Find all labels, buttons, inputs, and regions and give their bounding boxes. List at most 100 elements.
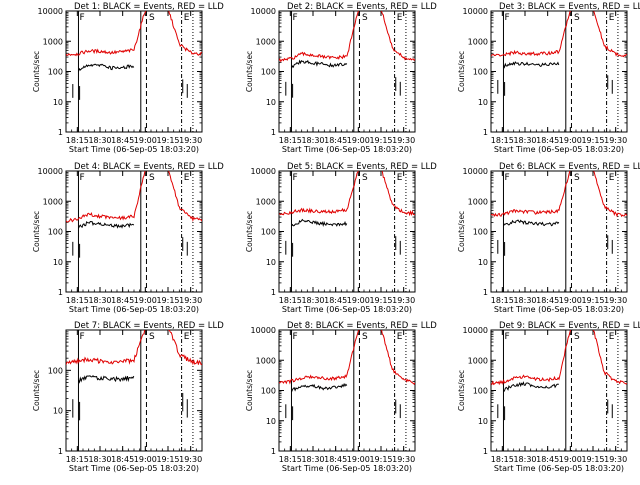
x-tick-label: 19:15 [369, 455, 392, 464]
panel-title: Det 3: BLACK = Events, RED = LLD [499, 2, 640, 12]
y-axis-label: Counts/sec [457, 51, 466, 92]
x-axis-label: Start Time (06-Sep-05 18:03:20) [282, 464, 412, 473]
y-tick-label: 1000 [256, 37, 276, 46]
x-tick-label: 18:15 [66, 296, 89, 305]
events-series-line [503, 381, 559, 392]
detector-panel-8: Det 8: BLACK = Events, RED = LLD 1 10 100 10… [245, 321, 437, 473]
x-tick-label: 18:15 [66, 136, 89, 145]
events-series-line [503, 219, 560, 227]
y-tick-label: 100 [473, 228, 488, 237]
events-series-line [291, 382, 348, 393]
marker-s: S [574, 13, 580, 23]
x-axis-label: Start Time (06-Sep-05 18:03:20) [282, 305, 412, 314]
marker-f: F [79, 13, 84, 23]
x-tick-label: 18:30 [88, 455, 111, 464]
marker-s: S [149, 173, 155, 183]
y-tick-label: 1000 [468, 37, 488, 46]
marker-e: E [609, 173, 615, 183]
y-tick-label: 1000 [468, 197, 488, 206]
y-tick-label: 10 [53, 407, 63, 416]
events-series-line [78, 63, 135, 72]
x-tick-label: 19:15 [156, 296, 179, 305]
marker-s: S [149, 13, 155, 23]
y-tick-label: 100 [473, 387, 488, 396]
x-axis-label: Start Time (06-Sep-05 18:03:20) [494, 145, 624, 154]
marker-s: S [149, 332, 155, 342]
lld-series-line [279, 11, 415, 63]
lld-series-line [66, 171, 202, 223]
lld-series-line [66, 330, 202, 366]
x-tick-label: 18:15 [491, 455, 514, 464]
x-tick-label: 18:30 [301, 136, 324, 145]
x-tick-label: 18:45 [536, 136, 559, 145]
y-tick-label: 10000 [251, 167, 276, 176]
y-tick-label: 100 [48, 68, 63, 77]
x-tick-label: 19:15 [581, 296, 604, 305]
detector-panel-4: Det 4: BLACK = Events, RED = LLD 1 10 100 10… [32, 162, 224, 314]
detector-panel-2: Det 2: BLACK = Events, RED = LLD 1 10 100 10… [245, 2, 437, 154]
marker-e: E [397, 173, 403, 183]
events-series-line [291, 218, 348, 228]
y-tick-label: 10000 [251, 326, 276, 335]
x-tick-label: 18:15 [66, 455, 89, 464]
x-tick-label: 19:30 [604, 136, 627, 145]
y-tick-label: 10000 [251, 7, 276, 16]
marker-e: E [184, 13, 190, 23]
x-tick-label: 18:15 [279, 296, 302, 305]
lld-series-line [491, 11, 627, 58]
x-tick-label: 19:15 [156, 136, 179, 145]
y-tick-label: 10 [478, 417, 488, 426]
x-tick-label: 18:45 [111, 296, 134, 305]
x-tick-label: 18:45 [111, 455, 134, 464]
y-tick-label: 1000 [43, 197, 63, 206]
detector-panel-9: Det 9: BLACK = Events, RED = LLD 1 10 100 10… [457, 321, 640, 473]
events-series-line [291, 59, 348, 69]
y-tick-label: 1 [58, 128, 63, 137]
x-tick-label: 19:00 [347, 296, 370, 305]
x-tick-label: 19:30 [392, 296, 415, 305]
x-tick-label: 18:45 [111, 136, 134, 145]
y-tick-label: 100 [473, 68, 488, 77]
marker-f: F [292, 173, 297, 183]
marker-s: S [362, 332, 368, 342]
panel-title: Det 4: BLACK = Events, RED = LLD [74, 162, 224, 172]
marker-f: F [79, 332, 84, 342]
detector-panel-5: Det 5: BLACK = Events, RED = LLD 1 10 100 10… [245, 162, 437, 314]
x-tick-label: 18:45 [324, 455, 347, 464]
x-tick-label: 18:30 [88, 296, 111, 305]
marker-s: S [362, 13, 368, 23]
y-tick-label: 10000 [38, 167, 63, 176]
x-tick-label: 19:30 [392, 455, 415, 464]
x-axis-label: Start Time (06-Sep-05 18:03:20) [69, 145, 199, 154]
y-tick-label: 10 [53, 98, 63, 107]
marker-s: S [574, 173, 580, 183]
x-tick-label: 19:00 [134, 455, 157, 464]
marker-s: S [574, 332, 580, 342]
events-series-line [503, 61, 560, 69]
lld-series-line [279, 330, 415, 385]
panel-title: Det 1: BLACK = Events, RED = LLD [74, 2, 224, 12]
y-tick-label: 10 [478, 98, 488, 107]
y-tick-label: 1 [271, 447, 276, 456]
x-tick-label: 18:15 [279, 136, 302, 145]
y-tick-label: 1000 [468, 356, 488, 365]
marker-f: F [292, 332, 297, 342]
panel-title: Det 2: BLACK = Events, RED = LLD [287, 2, 437, 12]
marker-f: F [504, 13, 509, 23]
y-tick-label: 1 [58, 447, 63, 456]
marker-s: S [362, 173, 368, 183]
x-tick-label: 18:15 [491, 136, 514, 145]
x-tick-label: 18:45 [536, 296, 559, 305]
marker-f: F [292, 13, 297, 23]
marker-f: F [504, 332, 509, 342]
y-tick-label: 100 [48, 228, 63, 237]
x-tick-label: 19:00 [559, 296, 582, 305]
x-tick-label: 19:00 [347, 455, 370, 464]
detector-panel-1: Det 1: BLACK = Events, RED = LLD 1 10 100 10… [32, 2, 224, 154]
marker-e: E [184, 173, 190, 183]
x-tick-label: 19:00 [559, 455, 582, 464]
x-tick-label: 18:30 [513, 296, 536, 305]
x-axis-label: Start Time (06-Sep-05 18:03:20) [69, 305, 199, 314]
x-tick-label: 19:15 [581, 136, 604, 145]
